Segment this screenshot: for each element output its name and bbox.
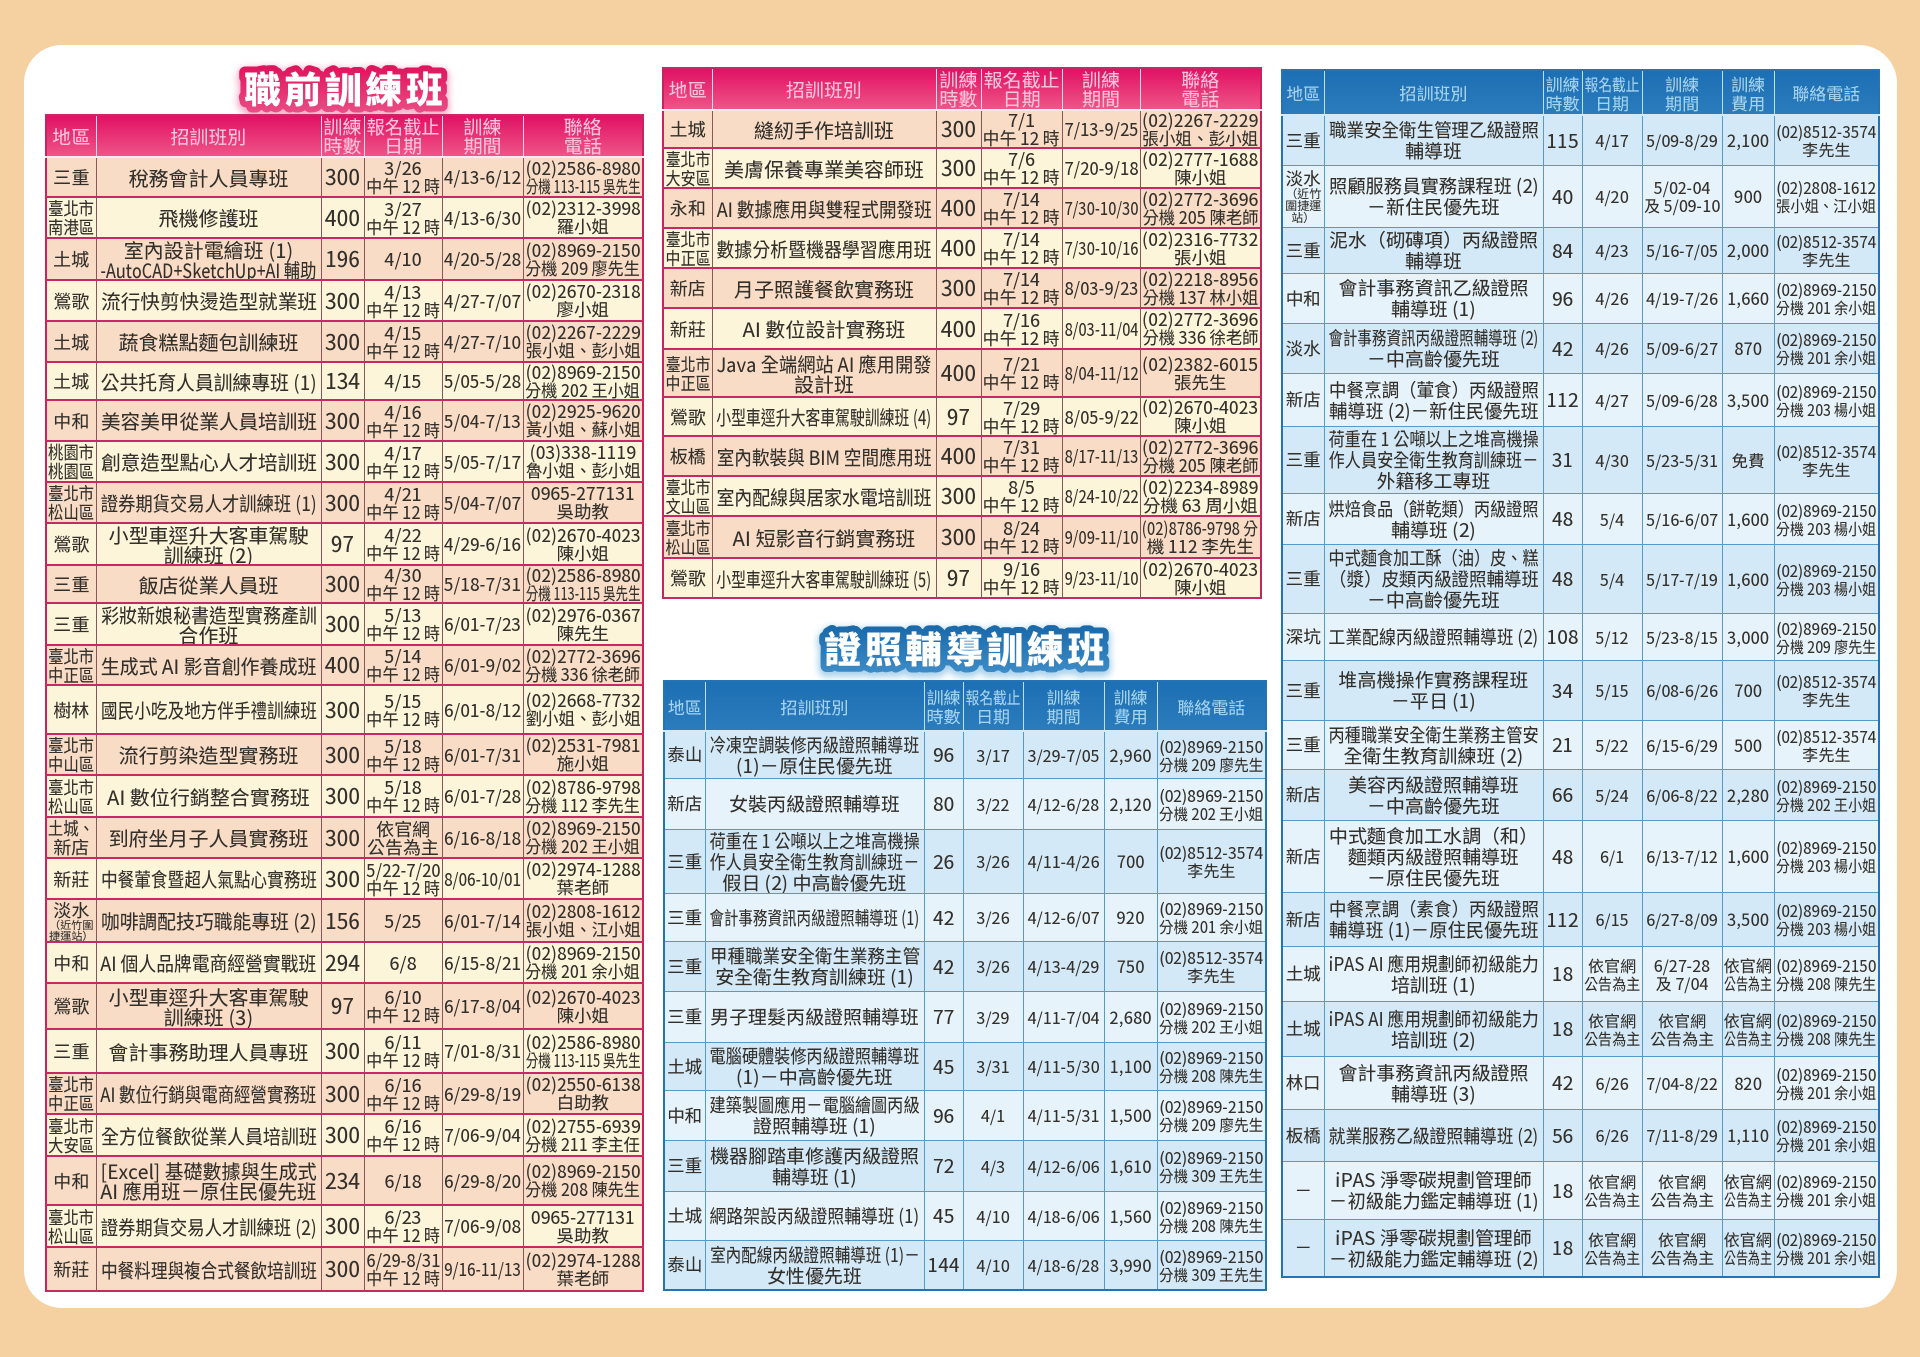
svg-text:職前訓練班: 職前訓練班: [244, 60, 447, 114]
svg-text:職前訓練班: 職前訓練班: [244, 63, 447, 117]
svg-text:證照輔導訓練班: 證照輔導訓練班: [824, 623, 1108, 677]
svg-text:證照輔導訓練班: 證照輔導訓練班: [824, 620, 1108, 674]
